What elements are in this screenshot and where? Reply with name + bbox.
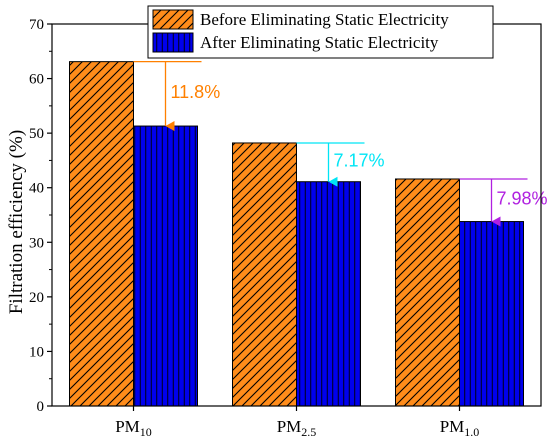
y-tick-label-0: 0: [37, 399, 45, 415]
bar-s0-c1: [232, 142, 297, 407]
x-category-label-2: PM1.0: [440, 417, 480, 439]
annotation-label-0: 11.8%: [171, 82, 221, 102]
y-tick-label-50: 50: [29, 126, 44, 142]
y-axis-title: Filtration efficiency (%): [6, 130, 27, 314]
x-category-label-subscript: 2.5: [301, 425, 316, 439]
x-category-label-subscript: 10: [140, 425, 152, 439]
bar-s0-c2: [395, 178, 460, 407]
x-category-label-base: PM: [115, 417, 140, 436]
legend-swatch-1: [152, 32, 194, 53]
annotations-group: 11.8% 7.17% 7.98%: [133, 61, 548, 227]
x-category-label-base: PM: [440, 417, 465, 436]
y-tick-label-20: 20: [29, 290, 44, 306]
annotation-label-2: 7.98%: [497, 188, 548, 208]
bar-s1-c2: [459, 221, 524, 407]
y-tick-label-70: 70: [29, 17, 44, 33]
bar-s1-c0: [133, 125, 198, 407]
annotation-label-1: 7.17%: [334, 150, 385, 170]
legend-label-1: After Eliminating Static Electricity: [200, 33, 439, 52]
legend: Before Eliminating Static Electricity Aft…: [147, 5, 494, 59]
bars-group: [69, 61, 524, 407]
x-category-label-base: PM: [277, 417, 302, 436]
y-tick-label-30: 30: [29, 235, 44, 251]
legend-label-0: Before Eliminating Static Electricity: [200, 10, 449, 29]
legend-box: [147, 5, 494, 59]
x-category-label-0: PM10: [115, 417, 152, 439]
y-tick-label-10: 10: [29, 344, 44, 360]
bar-s1-c1: [296, 181, 361, 407]
y-tick-label-40: 40: [29, 181, 44, 197]
bar-s0-c0: [69, 61, 134, 407]
x-category-label-1: PM2.5: [277, 417, 317, 439]
x-category-label-subscript: 1.0: [464, 425, 479, 439]
legend-swatch-0: [152, 9, 194, 30]
y-tick-label-60: 60: [29, 72, 44, 88]
